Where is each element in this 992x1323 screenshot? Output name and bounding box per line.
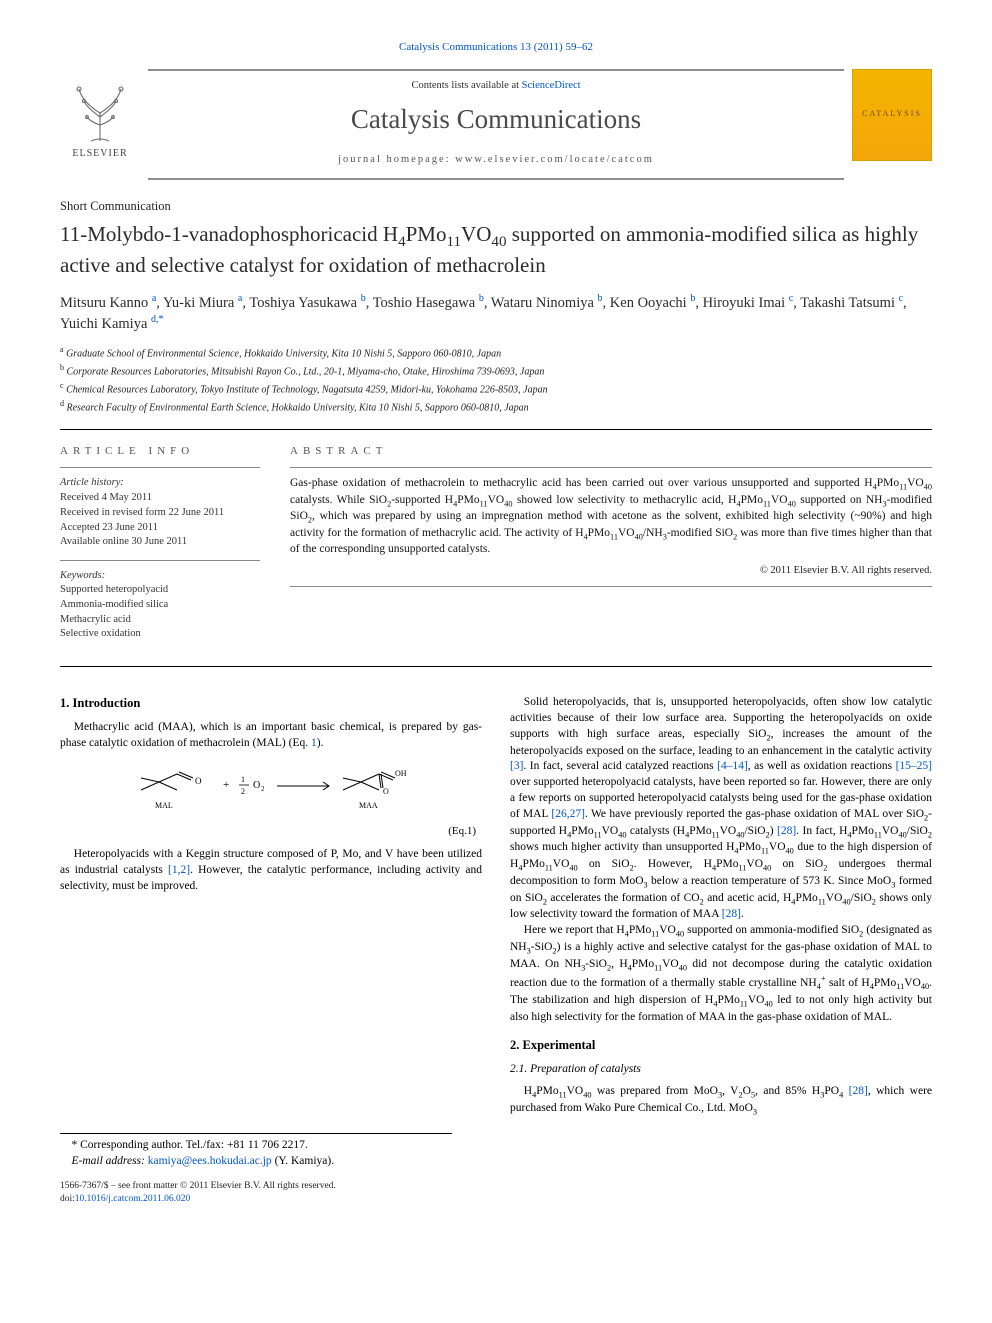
journal-name: Catalysis Communications [164,101,828,137]
ref-15-25[interactable]: [15–25] [896,760,932,772]
abstract-head: ABSTRACT [290,444,932,459]
maa-label: MAA [359,801,378,810]
history-body: Received 4 May 2011 Received in revised … [60,491,260,550]
affil-d: Research Faculty of Environmental Earth … [67,402,529,413]
email-who: (Y. Kamiya). [272,1155,334,1167]
elsevier-label: ELSEVIER [72,147,127,161]
keywords-label: Keywords: [60,569,260,583]
kw-1: Supported heteropolyacid [60,583,260,598]
svg-text:O: O [195,776,202,786]
elsevier-logo: ELSEVIER [60,69,140,161]
exp-sub1: 2.1. Preparation of catalysts [510,1062,932,1078]
rule-ai-2 [60,560,260,561]
ref-1-2[interactable]: [1,2] [168,864,190,876]
kw-3: Methacrylic acid [60,613,260,628]
ref-26-27[interactable]: [26,27] [551,808,585,820]
rule-top [60,429,932,430]
email-link[interactable]: kamiya@ees.hokudai.ac.jp [148,1155,272,1167]
header-mid: Contents lists available at ScienceDirec… [148,69,844,180]
footnotes: * Corresponding author. Tel./fax: +81 11… [60,1133,452,1170]
svg-text:2: 2 [241,787,245,796]
svg-text:+: + [223,779,229,791]
hist-1: Received 4 May 2011 [60,491,260,506]
kw-2: Ammonia-modified silica [60,598,260,613]
svg-text:O: O [383,787,389,796]
rule-abs-2 [290,586,932,587]
experimental-heading: 2. Experimental [510,1037,932,1054]
corresponding-author: * Corresponding author. Tel./fax: +81 11… [60,1138,452,1154]
issn-line: 1566-7367/$ – see front matter © 2011 El… [60,1180,932,1193]
sciencedirect-link[interactable]: ScienceDirect [522,80,581,91]
ref-28a[interactable]: [28] [777,825,796,837]
ref-4-14[interactable]: [4–14] [717,760,748,772]
abstract-copyright: © 2011 Elsevier B.V. All rights reserved… [290,564,932,578]
email-label: E-mail address: [72,1155,148,1167]
equation-number: (Eq.1) [60,824,476,839]
article-info-head: ARTICLE INFO [60,444,260,459]
ref-28c[interactable]: [28] [849,1085,868,1097]
rule-bottom [60,666,932,667]
contents-line: Contents lists available at ScienceDirec… [164,79,828,93]
svg-text:O: O [253,780,260,791]
keywords-body: Supported heteropolyacid Ammonia-modifie… [60,583,260,642]
ref-28b[interactable]: [28] [722,908,741,920]
article-title: 11-Molybdo-1-vanadophosphoricacid H4PMo1… [60,221,932,278]
article-type: Short Communication [60,198,932,215]
abstract-body: Gas-phase oxidation of methacrolein to m… [290,476,932,557]
hist-2: Received in revised form 22 June 2011 [60,506,260,521]
history-label: Article history: [60,476,260,490]
bottom-copyright: 1566-7367/$ – see front matter © 2011 El… [60,1180,932,1206]
contents-prefix: Contents lists available at [411,80,521,91]
journal-cover-thumb: CATALYSIS [852,69,932,161]
article-info-block: ARTICLE INFO Article history: Received 4… [60,444,260,642]
intro-p3: Solid heteropolyacids, that is, unsuppor… [510,695,932,923]
reaction-scheme: O MAL + 1 2 O 2 [60,762,482,823]
email-line: E-mail address: kamiya@ees.hokudai.ac.jp… [60,1154,452,1170]
affil-a: Graduate School of Environmental Science… [66,348,501,359]
intro-p1: Methacrylic acid (MAA), which is an impo… [60,720,482,752]
abstract-block: ABSTRACT Gas-phase oxidation of methacro… [290,444,932,642]
journal-homepage: journal homepage: www.elsevier.com/locat… [164,153,828,167]
top-citation[interactable]: Catalysis Communications 13 (2011) 59–62 [60,40,932,55]
rule-abs-1 [290,467,932,468]
svg-text:2: 2 [261,785,265,793]
doi-link[interactable]: 10.1016/j.catcom.2011.06.020 [75,1194,190,1204]
svg-text:OH: OH [395,769,407,778]
rule-ai-1 [60,467,260,468]
affiliations: a Graduate School of Environmental Scien… [60,344,932,415]
svg-text:1: 1 [241,775,245,784]
affil-b: Corporate Resources Laboratories, Mitsub… [67,366,545,377]
meta-row: ARTICLE INFO Article history: Received 4… [60,440,932,652]
journal-header: ELSEVIER Contents lists available at Sci… [60,69,932,180]
intro-heading: 1. Introduction [60,695,482,712]
kw-4: Selective oxidation [60,627,260,642]
ref-3[interactable]: [3] [510,760,523,772]
elsevier-tree-icon [67,83,133,147]
hist-3: Accepted 23 June 2011 [60,521,260,536]
affil-c: Chemical Resources Laboratory, Tokyo Ins… [66,384,548,395]
exp-p1: H4PMo11VO40 was prepared from MoO3, V2O5… [510,1084,932,1117]
mal-label: MAL [155,801,173,810]
hist-4: Available online 30 June 2011 [60,535,260,550]
author-list: Mitsuru Kanno a, Yu-ki Miura a, Toshiya … [60,292,932,334]
body-columns: 1. Introduction Methacrylic acid (MAA), … [60,695,932,1117]
intro-p5: Here we report that H4PMo11VO40 supporte… [510,923,932,1025]
intro-p2: Heteropolyacids with a Keggin structure … [60,847,482,895]
